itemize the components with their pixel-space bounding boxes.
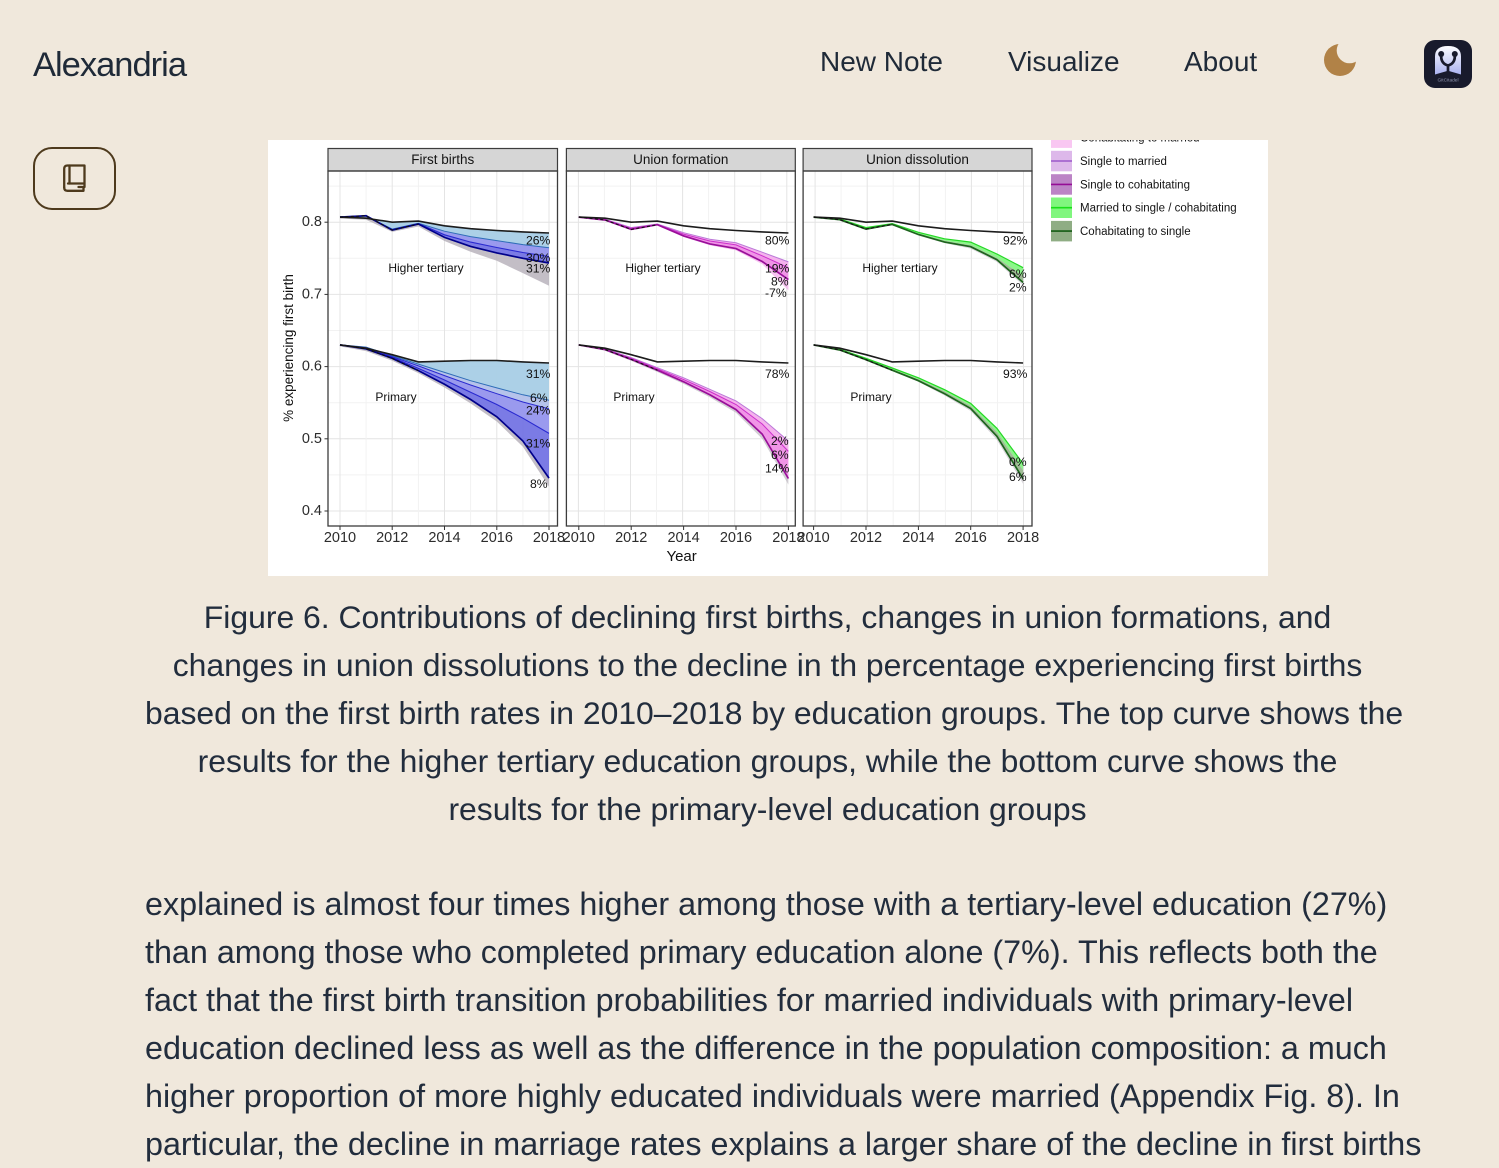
- svg-text:26%: 26%: [526, 234, 551, 248]
- svg-text:2010: 2010: [797, 530, 829, 546]
- svg-text:19%: 19%: [765, 262, 790, 276]
- svg-text:6%: 6%: [1009, 470, 1027, 484]
- svg-text:-7%: -7%: [765, 286, 787, 300]
- svg-text:Union dissolution: Union dissolution: [866, 152, 969, 167]
- svg-text:0.8: 0.8: [302, 214, 322, 230]
- svg-text:0.5: 0.5: [302, 431, 322, 447]
- svg-text:2016: 2016: [955, 530, 987, 546]
- svg-text:0.7: 0.7: [302, 286, 322, 302]
- svg-text:31%: 31%: [526, 262, 551, 276]
- svg-text:6%: 6%: [771, 448, 789, 462]
- svg-text:2018: 2018: [533, 530, 565, 546]
- svg-text:Primary: Primary: [375, 390, 416, 404]
- svg-text:2018: 2018: [772, 530, 804, 546]
- svg-text:2010: 2010: [563, 530, 595, 546]
- svg-text:2014: 2014: [667, 530, 699, 546]
- svg-text:2014: 2014: [428, 530, 460, 546]
- svg-text:Cohabitating to married: Cohabitating to married: [1080, 140, 1200, 145]
- svg-text:0.6: 0.6: [302, 359, 322, 375]
- svg-text:80%: 80%: [765, 234, 790, 248]
- svg-text:Single to cohabitating: Single to cohabitating: [1080, 179, 1190, 191]
- svg-text:Primary: Primary: [613, 390, 654, 404]
- svg-text:First births: First births: [411, 152, 474, 167]
- svg-text:6%: 6%: [530, 391, 548, 405]
- svg-text:% experiencing first birth: % experiencing first birth: [281, 274, 296, 422]
- svg-text:2%: 2%: [771, 434, 789, 448]
- svg-text:Cohabitating to single: Cohabitating to single: [1080, 226, 1191, 238]
- svg-text:8%: 8%: [530, 477, 548, 491]
- svg-text:24%: 24%: [526, 404, 551, 418]
- svg-text:2012: 2012: [615, 530, 647, 546]
- svg-text:2012: 2012: [850, 530, 882, 546]
- svg-text:0%: 0%: [1009, 455, 1027, 469]
- svg-text:2016: 2016: [720, 530, 752, 546]
- svg-text:6%: 6%: [1009, 267, 1027, 281]
- svg-text:92%: 92%: [1003, 234, 1028, 248]
- svg-text:30%: 30%: [526, 251, 551, 265]
- svg-text:2012: 2012: [376, 530, 408, 546]
- svg-text:Union formation: Union formation: [633, 152, 728, 167]
- svg-text:2010: 2010: [324, 530, 356, 546]
- svg-text:31%: 31%: [526, 437, 551, 451]
- svg-text:Higher tertiary: Higher tertiary: [388, 261, 463, 275]
- svg-text:Married to single / cohabitati: Married to single / cohabitating: [1080, 203, 1237, 215]
- svg-text:Year: Year: [666, 548, 696, 565]
- svg-text:Single to married: Single to married: [1080, 156, 1167, 168]
- svg-text:8%: 8%: [771, 275, 789, 289]
- svg-text:93%: 93%: [1003, 367, 1028, 381]
- svg-text:Higher tertiary: Higher tertiary: [862, 261, 937, 275]
- svg-text:Primary: Primary: [850, 390, 891, 404]
- svg-text:31%: 31%: [526, 367, 551, 381]
- svg-text:2018: 2018: [1007, 530, 1039, 546]
- svg-text:14%: 14%: [765, 462, 790, 476]
- svg-text:2014: 2014: [902, 530, 934, 546]
- svg-text:Higher tertiary: Higher tertiary: [625, 261, 700, 275]
- svg-text:GitCitadel: GitCitadel: [1437, 78, 1458, 84]
- svg-text:0.4: 0.4: [302, 503, 322, 519]
- svg-text:2%: 2%: [1009, 281, 1027, 295]
- svg-text:2016: 2016: [481, 530, 513, 546]
- svg-text:78%: 78%: [765, 367, 790, 381]
